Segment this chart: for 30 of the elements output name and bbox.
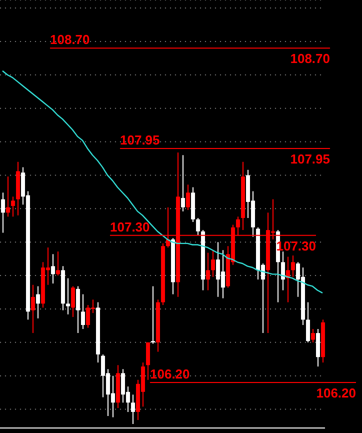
candlestick (186, 184, 190, 210)
ref-line-label: 108.70 (50, 32, 90, 48)
candlestick (71, 286, 75, 318)
ref-line-label: 107.95 (120, 132, 160, 148)
candlestick (281, 250, 285, 291)
candlestick (31, 284, 35, 334)
candlestick (36, 286, 40, 319)
candlestick (181, 154, 185, 212)
candlestick (131, 394, 135, 424)
text: 108.70 (290, 51, 330, 66)
candlestick (211, 250, 215, 278)
candlestick (76, 286, 80, 334)
candlestick (206, 252, 210, 291)
ref-line-label: 107.30 (110, 219, 150, 234)
candlestick (6, 176, 10, 218)
candlestick (291, 254, 295, 278)
candlestick (56, 250, 60, 276)
candlestick (51, 254, 55, 284)
candlestick (311, 328, 315, 343)
candlestick (151, 286, 155, 344)
candlestick (11, 196, 15, 218)
candlestick (306, 302, 310, 343)
candlestick (196, 218, 200, 236)
candlestick (66, 278, 70, 315)
candlestick (81, 294, 85, 330)
text: 106.20 (316, 386, 356, 401)
candlestick (146, 342, 150, 380)
candlestick (1, 192, 5, 234)
text: 107.95 (290, 151, 330, 166)
ref-line-label: 106.20 (150, 366, 190, 382)
